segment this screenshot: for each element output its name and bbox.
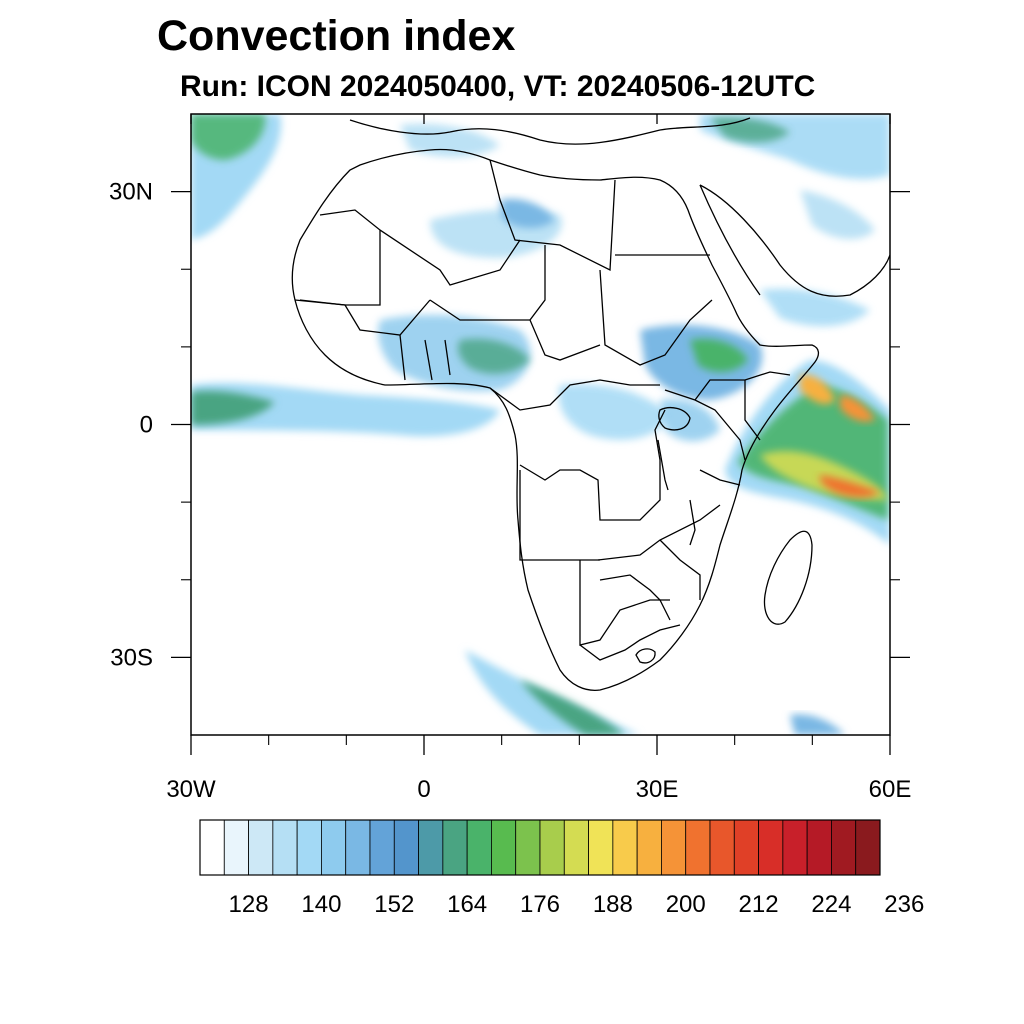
lat-tick-label: 30N (109, 179, 153, 206)
border-namibia (579, 560, 670, 646)
lesotho (635, 648, 656, 664)
colorbar-frame (199, 819, 881, 876)
border-drc (519, 409, 666, 521)
europe-coastline (349, 117, 751, 145)
colorbar-swatch (782, 819, 808, 876)
border-south-africa (579, 624, 681, 661)
border-west-africa (294, 299, 431, 336)
field-ethiopia (690, 338, 748, 372)
border-niger-nigeria (429, 299, 530, 321)
colorbar-swatch (855, 819, 881, 876)
border-east-africa (664, 389, 746, 461)
field-arabia (800, 190, 875, 240)
madagascar-coastline (763, 530, 813, 625)
colorbar-swatch (418, 819, 444, 876)
lat-tick-label: 0 (140, 412, 153, 439)
border-mozambique (659, 539, 701, 600)
colorbar-swatch (345, 819, 371, 876)
lake-victoria (658, 407, 691, 431)
colorbar-swatch (515, 819, 541, 876)
colorbar-label: 140 (301, 891, 341, 918)
lon-tick-label: 60E (869, 776, 912, 803)
colorbar-swatch (563, 819, 589, 876)
colorbar-swatch (806, 819, 832, 876)
colorbar-label: 200 (666, 891, 706, 918)
colorbar-label: 128 (229, 891, 269, 918)
arabia-coastline (699, 184, 890, 297)
colorbar-swatch (248, 819, 274, 876)
field-somalia-core (800, 374, 835, 405)
field-south-east (790, 714, 845, 735)
border-sudan (599, 269, 713, 366)
map-axes: 30W 0 30E 60E 30N 0 30S (109, 114, 911, 803)
border-angola (519, 470, 600, 561)
field-atlantic-band (191, 382, 500, 437)
lon-tick-label: 30W (166, 776, 216, 803)
border-chad (529, 245, 601, 361)
border-tanzania (699, 469, 741, 486)
colorbar-label: 164 (447, 891, 487, 918)
colorbar-swatch (733, 819, 759, 876)
border-algeria-mali (379, 229, 521, 286)
colorbar: 128 140 152 164 176 188 200 212 224 236 (199, 819, 924, 918)
border-botswana (599, 574, 671, 621)
colorbar-label: 152 (374, 891, 414, 918)
colorbar-swatch (612, 819, 638, 876)
colorbar-swatch (393, 819, 419, 876)
field-yemen (760, 288, 870, 327)
border-coast-states (399, 334, 451, 381)
colorbar-swatch (369, 819, 395, 876)
border-somalia (744, 380, 761, 441)
colorbar-swatch (466, 819, 492, 876)
coastlines-and-borders (291, 117, 890, 691)
colorbar-swatch (831, 819, 857, 876)
border-libya (489, 159, 616, 272)
colorbar-swatch (685, 819, 711, 876)
field-nigeria (458, 338, 530, 374)
field-southern-core (520, 680, 625, 735)
colorbar-swatch (661, 819, 687, 876)
lake-tanganyika (657, 439, 669, 491)
border-sahara-west (299, 209, 381, 306)
colorbar-label: 176 (520, 891, 560, 918)
colorbar-swatch (709, 819, 735, 876)
lon-tick-label: 0 (417, 776, 430, 803)
field-central-africa (558, 384, 670, 440)
field-indian-ocean-core (819, 475, 880, 498)
lon-tick-label: 30E (636, 776, 679, 803)
field-atlantic-core (191, 390, 275, 425)
field-libya (500, 198, 555, 229)
colorbar-swatch (321, 819, 347, 876)
chart-subtitle: Run: ICON 2024050400, VT: 20240506-12UTC (180, 70, 816, 103)
convection-field (191, 114, 890, 735)
lake-malawi (689, 499, 696, 546)
africa-coastline (291, 148, 820, 691)
colorbar-swatch (588, 819, 614, 876)
colorbar-swatch (491, 819, 517, 876)
colorbar-swatch (636, 819, 662, 876)
colorbar-label: 236 (884, 891, 924, 918)
border-zambia (597, 504, 721, 561)
red-sea-east (699, 184, 761, 296)
colorbar-label: 188 (593, 891, 633, 918)
colorbar-swatch (272, 819, 298, 876)
colorbar-swatch (199, 819, 225, 876)
border-central (489, 379, 660, 411)
colorbar-swatch (223, 819, 249, 876)
field-southern-ocean (465, 650, 640, 735)
chart-title: Convection index (157, 12, 516, 60)
field-nw-core (191, 114, 266, 160)
colorbar-swatch (539, 819, 565, 876)
field-somalia-east (840, 395, 875, 422)
colorbar-swatch (296, 819, 322, 876)
field-mediterranean (400, 123, 500, 157)
colorbar-swatch (758, 819, 784, 876)
colorbar-label: 212 (739, 891, 779, 918)
colorbar-swatch (442, 819, 468, 876)
colorbar-label: 224 (811, 891, 851, 918)
lat-tick-label: 30S (110, 644, 153, 671)
